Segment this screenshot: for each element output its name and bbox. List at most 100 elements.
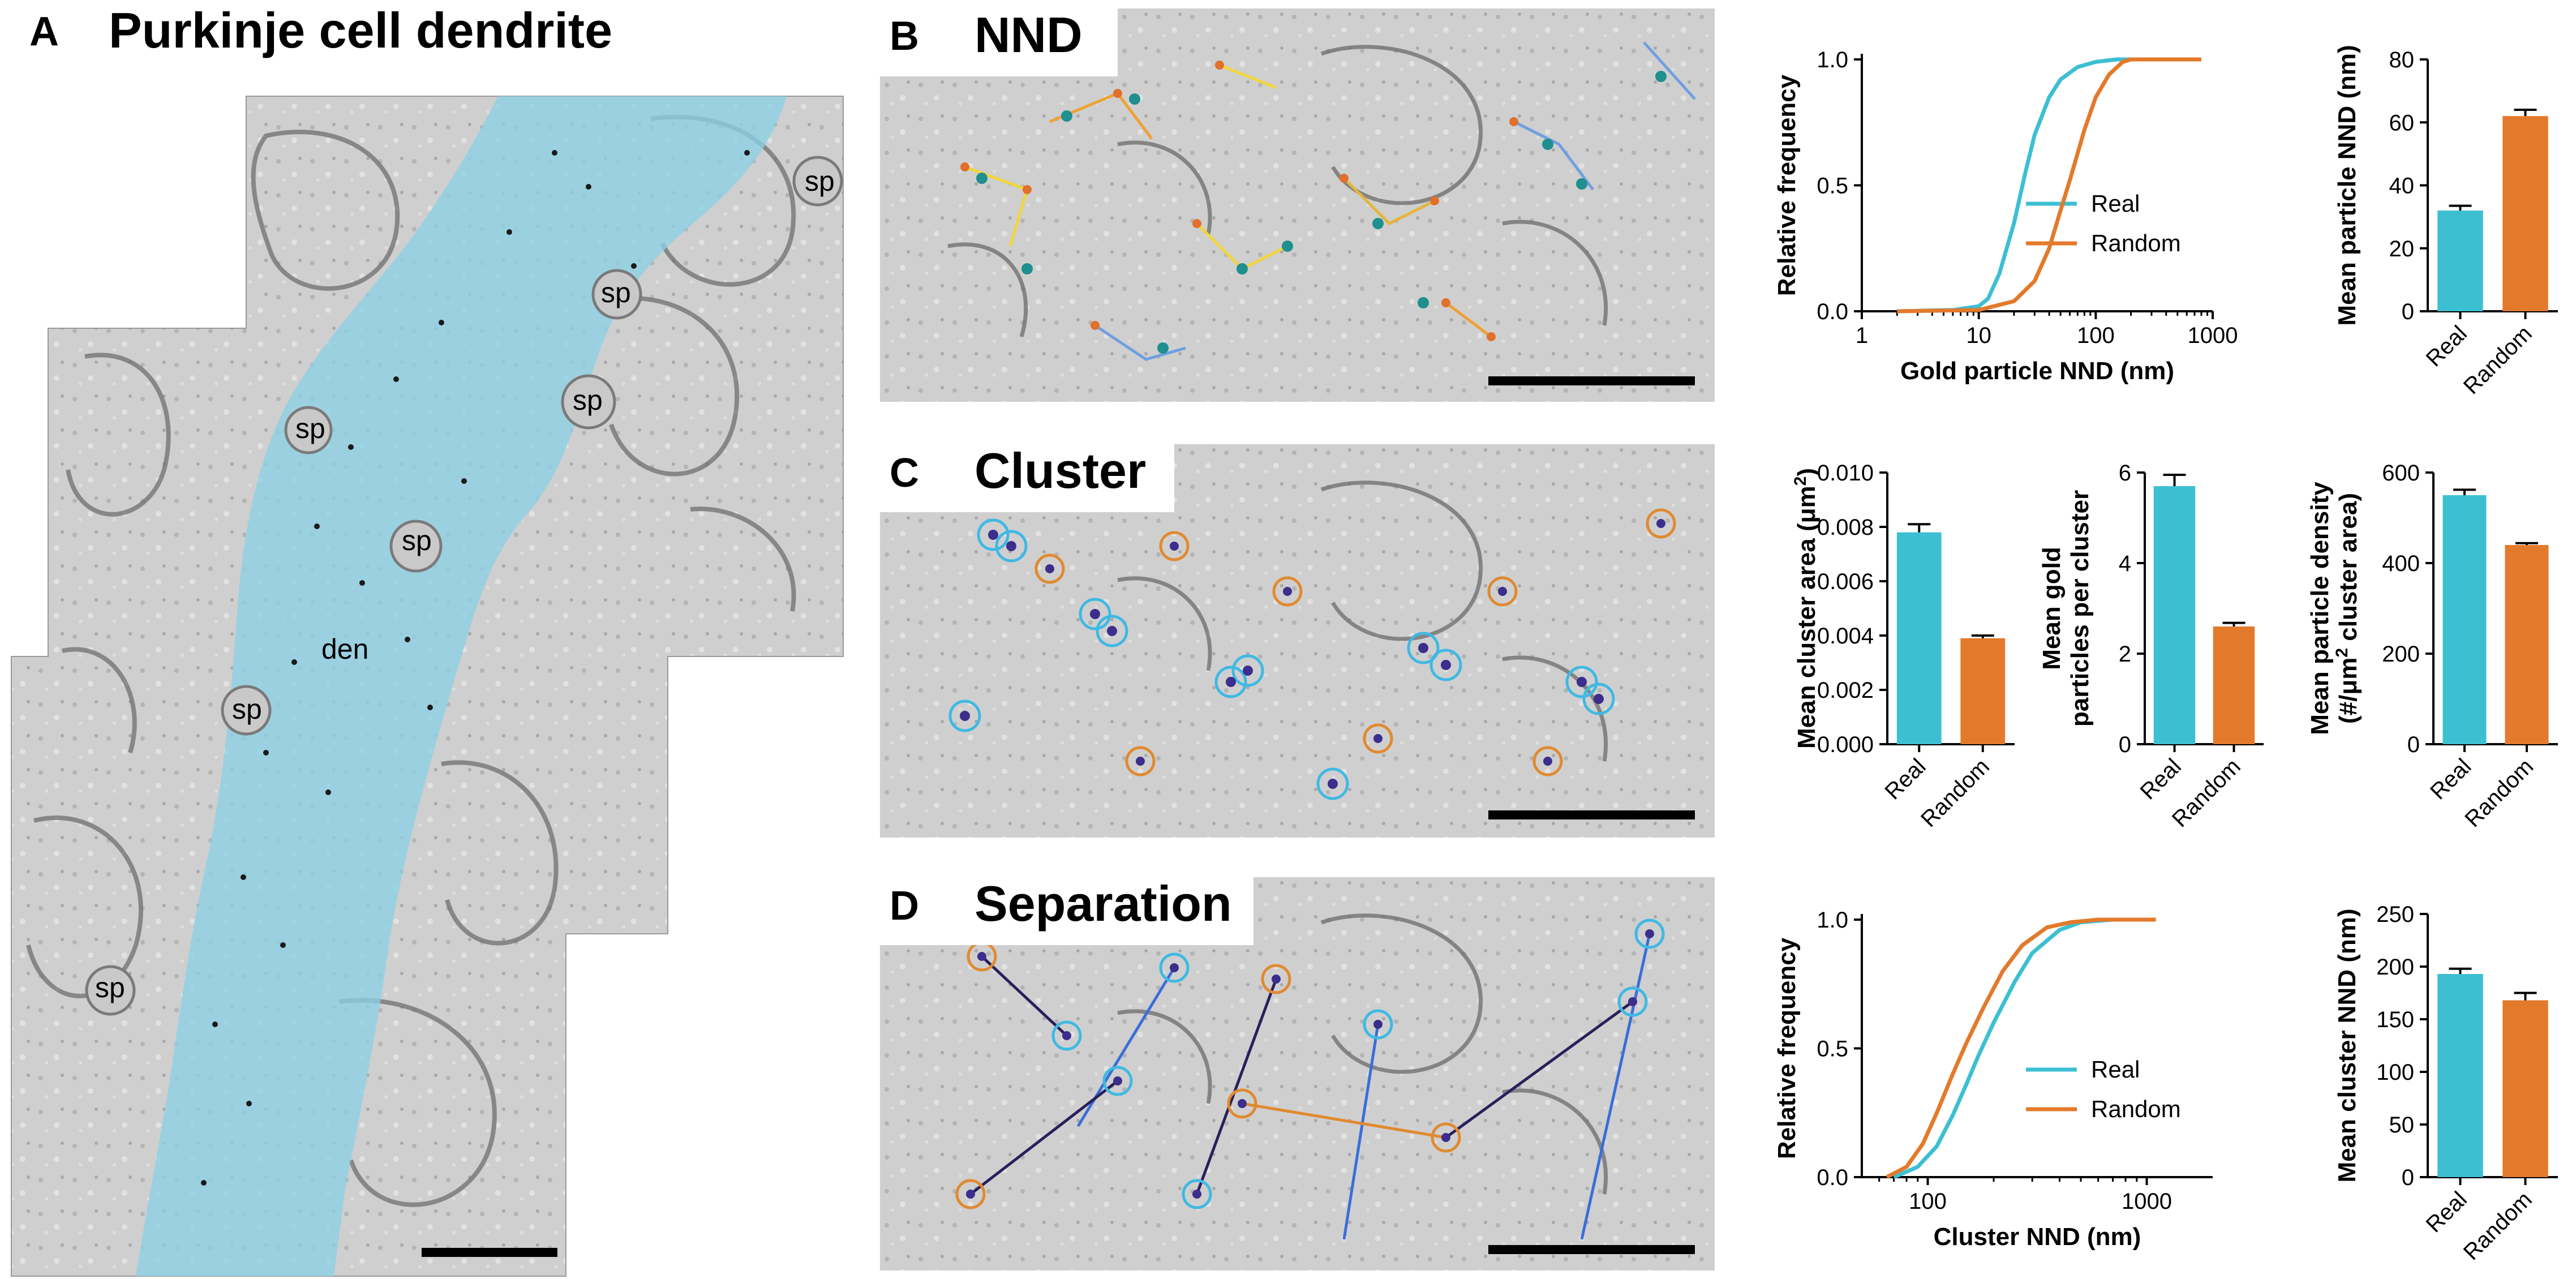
- axes: 100 1000 0.0 0.5 1.0 Cluster NND (nm) Relative…: [1773, 908, 2213, 1251]
- cluster-area-bar-chart: 0.000 0.002 0.004 0.006 0.008 0.010 RealRandom…: [1791, 461, 2015, 832]
- y-axis-label: Relative frequency: [1773, 937, 1801, 1159]
- x-tick-label: 1000: [2122, 1189, 2172, 1214]
- x-tick-label: Random: [2459, 321, 2537, 399]
- y-tick-label: 0.006: [1817, 569, 1874, 594]
- y-tick-label: 4: [2119, 551, 2131, 576]
- y-tick-label: 250: [2376, 902, 2414, 927]
- y-tick-label: 80: [2389, 48, 2415, 72]
- y-tick-label: 50: [2389, 1113, 2415, 1138]
- series-line-real: [1893, 917, 2156, 1179]
- y-tick-label: 0.000: [1817, 732, 1874, 757]
- x-tick-label: Random: [1916, 754, 1994, 832]
- x-axis-label: Gold particle NND (nm): [1900, 357, 2174, 385]
- y-tick-label: 0.004: [1817, 624, 1874, 649]
- panel-letter-d: D: [890, 883, 919, 929]
- y-tick-label: 2: [2119, 642, 2131, 667]
- x-tick-label: Random: [2459, 1187, 2537, 1265]
- panel-c-label-box: [880, 444, 1174, 512]
- x-axis-label: Cluster NND (nm): [1934, 1223, 2141, 1251]
- y-axis-label: particles per cluster: [2066, 490, 2094, 727]
- scale-bar: [1488, 810, 1695, 819]
- bar-random: [2502, 1000, 2548, 1177]
- panel-letter-a: A: [29, 9, 59, 54]
- y-axis-label-part: cluster area): [2334, 493, 2362, 648]
- bar-random: [2213, 626, 2255, 744]
- y-axis-label-part: ): [1793, 468, 1821, 477]
- panel-title-b: NND: [974, 7, 1083, 63]
- y-tick-label: 100: [2376, 1060, 2414, 1085]
- panel-a-label-box: [0, 0, 849, 85]
- panel-title-d: Separation: [974, 875, 1232, 932]
- y-tick-label: 0.002: [1817, 678, 1874, 703]
- label-spine: sp: [295, 413, 325, 444]
- y-tick-label: 0.010: [1817, 461, 1874, 486]
- y-tick-label: 200: [2376, 955, 2414, 980]
- y-tick-label: 0.5: [1817, 174, 1848, 199]
- y-tick-label: 0: [2402, 1165, 2414, 1190]
- bar-real: [2153, 486, 2196, 744]
- y-axis-label-superscript: 2: [2333, 648, 2351, 658]
- panel-title-a: Purkinje cell dendrite: [109, 2, 613, 58]
- y-axis-label-superscript: 2: [1791, 477, 1810, 486]
- y-axis-label: Mean cluster area (μm2): [1791, 468, 1821, 749]
- y-tick-label: 0.5: [1817, 1037, 1848, 1062]
- label-spine: sp: [95, 972, 125, 1003]
- y-tick-label: 0: [2407, 732, 2420, 757]
- y-tick-label: 1.0: [1817, 48, 1848, 72]
- x-tick-label: 1: [1856, 323, 1868, 348]
- x-tick-label: Real: [1880, 754, 1930, 804]
- label-spine: sp: [402, 525, 432, 556]
- y-axis-label: Mean particle NND (nm): [2333, 45, 2361, 325]
- y-tick-label: 20: [2389, 237, 2415, 261]
- x-tick-label: Real: [2136, 754, 2186, 804]
- panel-a-micrograph: [0, 85, 849, 1279]
- label-spine: sp: [601, 277, 631, 308]
- y-tick-label: 400: [2382, 551, 2420, 576]
- y-tick-label: 0.0: [1817, 299, 1848, 324]
- series-line-random: [1886, 917, 2156, 1179]
- scale-bar: [1488, 376, 1695, 385]
- y-axis-label: (#/μm2 cluster area): [2333, 493, 2362, 724]
- y-tick-label: 40: [2389, 174, 2415, 199]
- panel-b-label-box: [880, 8, 1118, 76]
- y-tick-label: 200: [2382, 642, 2420, 667]
- panel-d-label-box: [880, 877, 1253, 945]
- legend-label-real: Real: [2091, 1056, 2140, 1083]
- y-axis-label-part: Mean cluster area (μm: [1793, 486, 1821, 749]
- y-axis-label-part: (#/μm: [2334, 658, 2362, 724]
- scale-bar: [1488, 1245, 1695, 1254]
- y-tick-label: 0.008: [1817, 515, 1874, 540]
- bar-real: [2437, 211, 2483, 311]
- bar-real: [2437, 974, 2483, 1177]
- y-tick-label: 600: [2382, 461, 2420, 486]
- y-tick-label: 150: [2376, 1007, 2414, 1032]
- y-tick-label: 1.0: [1817, 908, 1848, 933]
- label-spine: sp: [805, 165, 835, 197]
- x-tick-label: 1000: [2188, 323, 2238, 348]
- axes: 1 10 100 1000 0.0 0.5 1.0 Gold particle NND (nm…: [1773, 48, 2238, 385]
- scale-bar: [422, 1248, 557, 1257]
- label-spine: sp: [573, 384, 603, 416]
- y-tick-label: 6: [2119, 461, 2131, 486]
- panel-letter-b: B: [890, 14, 919, 59]
- dendrite-micrograph-graphic: [11, 96, 844, 1277]
- panel-title-c: Cluster: [974, 443, 1147, 499]
- y-axis-label: Mean cluster NND (nm): [2333, 908, 2361, 1182]
- x-tick-label: Real: [2425, 754, 2476, 804]
- panel-letter-c: C: [890, 450, 919, 496]
- series-line-real: [1897, 57, 2201, 314]
- y-axis-label: Relative frequency: [1773, 74, 1801, 296]
- label-dendrite: den: [321, 633, 369, 665]
- legend-label-random: Random: [2091, 230, 2181, 256]
- y-tick-label: 0.0: [1817, 1165, 1848, 1190]
- cluster-nnd-cumulative-chart: 100 1000 0.0 0.5 1.0 Cluster NND (nm) Relative…: [1773, 908, 2213, 1251]
- x-tick-label: Random: [2460, 754, 2538, 832]
- bar-real: [1896, 532, 1942, 744]
- series-line-random: [1897, 57, 2201, 314]
- x-tick-label: 100: [2077, 323, 2115, 348]
